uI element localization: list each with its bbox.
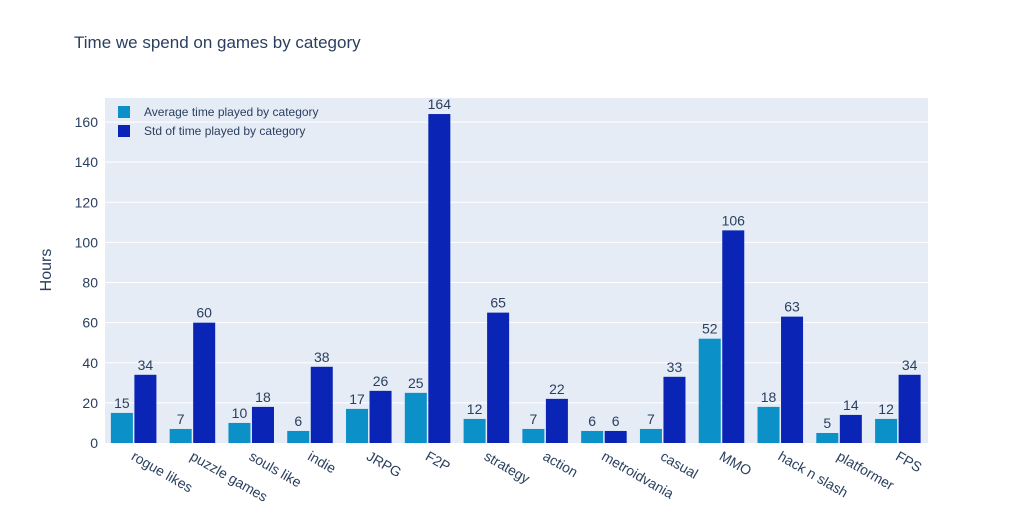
legend-swatch[interactable] [118,106,130,118]
bar-average[interactable] [346,408,369,443]
bar-average[interactable] [698,338,721,443]
plot-area [105,98,928,443]
data-label: 63 [784,299,800,315]
bar-average[interactable] [228,422,251,443]
bar-std[interactable] [839,414,862,443]
data-label: 7 [529,411,537,427]
data-label: 17 [349,391,365,407]
data-label: 7 [647,411,655,427]
bar-std[interactable] [545,398,568,443]
x-tick-label: FPS [893,448,925,475]
chart-title: Time we spend on games by category [74,33,361,52]
x-tick-label: rogue likes [129,448,196,496]
bar-average[interactable] [110,412,133,443]
bar-std[interactable] [722,230,745,443]
data-label: 14 [843,397,859,413]
x-tick-label: F2P [423,448,453,475]
data-label: 12 [878,401,894,417]
data-label: 164 [428,96,452,112]
y-axis-ticks: 0 20 40 60 80 100 120 140 160 [75,114,99,451]
data-label: 5 [823,415,831,431]
data-label: 22 [549,381,565,397]
legend-label[interactable]: Average time played by category [144,105,319,119]
data-label: 6 [588,413,596,429]
data-label: 6 [294,413,302,429]
data-label: 34 [902,357,918,373]
legend-swatch[interactable] [118,125,130,137]
data-label: 18 [761,389,777,405]
data-label: 7 [177,411,185,427]
data-label: 26 [373,373,389,389]
bar-average[interactable] [404,392,427,443]
data-label: 12 [467,401,483,417]
bar-std[interactable] [310,366,333,443]
bar-average[interactable] [463,418,486,443]
bar-average[interactable] [581,430,604,443]
bar-average[interactable] [522,428,545,443]
bar-average[interactable] [639,428,662,443]
bar-std[interactable] [898,374,921,443]
x-tick-label: MMO [717,448,755,479]
y-tick-label: 20 [82,395,98,411]
bar-std[interactable] [134,374,157,443]
y-axis-title: Hours [38,249,55,292]
bar-std[interactable] [251,406,274,443]
bar-std[interactable] [781,316,804,443]
data-label: 60 [196,305,212,321]
legend-label[interactable]: Std of time played by category [144,124,305,138]
data-label: 6 [612,413,620,429]
bar-average[interactable] [169,428,192,443]
x-tick-label: indie [305,448,339,477]
data-label: 65 [490,295,506,311]
data-label: 18 [255,389,271,405]
y-tick-label: 100 [75,234,99,250]
bar-std[interactable] [487,312,510,443]
data-label: 52 [702,321,718,337]
bar-average[interactable] [816,432,839,443]
x-tick-label: strategy [482,448,533,487]
bar-average[interactable] [287,430,310,443]
bar-std[interactable] [663,376,686,443]
data-label: 15 [114,395,130,411]
y-tick-label: 160 [75,114,99,130]
data-label: 25 [408,375,424,391]
bar-std[interactable] [369,390,392,443]
legend[interactable]: Average time played by category Std of ti… [118,105,319,138]
bars [110,114,921,443]
data-label: 10 [232,405,248,421]
y-tick-label: 0 [90,435,98,451]
data-label: 106 [722,212,746,228]
x-tick-label: action [540,448,580,481]
x-tick-label: JRPG [364,448,404,481]
bar-std[interactable] [428,114,451,443]
data-label: 38 [314,349,330,365]
data-label: 33 [667,359,683,375]
y-tick-label: 80 [82,275,98,291]
y-tick-label: 120 [75,194,99,210]
y-tick-label: 60 [82,315,98,331]
bar-std[interactable] [604,430,627,443]
bar-average[interactable] [875,418,898,443]
y-tick-label: 140 [75,154,99,170]
gridlines [105,121,928,404]
bar-std[interactable] [193,322,216,443]
data-label: 34 [138,357,154,373]
y-tick-label: 40 [82,355,98,371]
bar-average[interactable] [757,406,780,443]
x-tick-label: casual [658,448,701,482]
